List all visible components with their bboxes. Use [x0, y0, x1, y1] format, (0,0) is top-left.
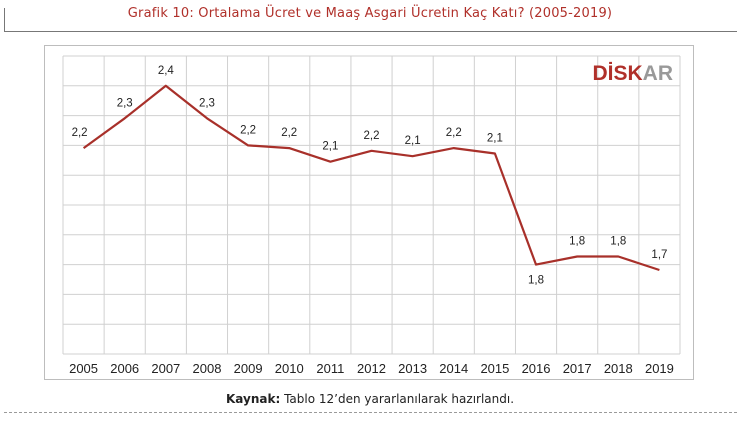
gridlines — [62, 55, 681, 355]
title-underline — [4, 31, 737, 32]
x-tick-label: 2019 — [645, 361, 674, 376]
x-tick-label: 2006 — [110, 361, 139, 376]
x-tick-label: 2008 — [193, 361, 222, 376]
logo-text-primary: DİSK — [592, 62, 642, 85]
data-label: 2,3 — [199, 97, 215, 109]
data-label: 1,7 — [651, 249, 667, 261]
x-tick-label: 2011 — [316, 361, 344, 376]
data-label: 2,2 — [364, 130, 380, 142]
x-tick-label: 2014 — [439, 361, 468, 376]
data-label: 2,2 — [281, 127, 297, 139]
logo-text-secondary: AR — [643, 62, 673, 85]
data-label: 2,2 — [446, 127, 462, 139]
data-label: 2,2 — [72, 127, 88, 139]
data-label: 1,8 — [610, 235, 626, 247]
data-label: 2,3 — [117, 97, 133, 109]
x-tick-label: 2015 — [480, 361, 509, 376]
data-label: 2,1 — [487, 133, 503, 145]
data-label: 2,2 — [240, 124, 256, 136]
series-layer — [82, 84, 660, 272]
chart-title: Grafik 10: Ortalama Ücret ve Maaş Asgari… — [127, 6, 613, 21]
series-line — [82, 84, 660, 272]
source-label: Kaynak: — [225, 392, 281, 406]
data-label: 2,4 — [158, 65, 175, 77]
x-axis-ticks: 2005 2006 2007 2008 2009 2010 2011 2012 2013 2014… — [69, 361, 674, 376]
data-label: 2,1 — [405, 135, 421, 147]
x-tick-label: 2017 — [563, 361, 592, 376]
x-tick-label: 2016 — [522, 361, 551, 376]
line-chart: DİSKAR 2,2 2,3 2,4 2,3 2,2 2,2 2,1 2,2 2,1 2,2 2,1… — [62, 55, 681, 376]
svg-text:DİSKAR: DİSKAR — [592, 62, 673, 85]
bottom-divider — [4, 412, 737, 413]
chart-frame: DİSKAR 2,2 2,3 2,4 2,3 2,2 2,2 2,1 2,2 2,1 2,2 2,1… — [44, 45, 694, 380]
source-text: Tablo 12’den yararlanılarak hazırlandı. — [280, 392, 515, 406]
diskar-logo: DİSKAR — [592, 62, 673, 85]
source-note: Kaynak: Tablo 12’den yararlanılarak hazı… — [0, 392, 740, 406]
data-label: 1,8 — [528, 275, 544, 287]
x-tick-label: 2012 — [357, 361, 386, 376]
x-tick-label: 2007 — [151, 361, 180, 376]
data-label: 2,1 — [322, 141, 338, 153]
data-labels: 2,2 2,3 2,4 2,3 2,2 2,2 2,1 2,2 2,1 2,2 2,1 1,8 1,8 1… — [72, 65, 668, 287]
x-tick-label: 2005 — [69, 361, 98, 376]
x-tick-label: 2009 — [234, 361, 263, 376]
data-label: 1,8 — [569, 235, 585, 247]
title-left-rule — [4, 8, 5, 32]
x-tick-label: 2013 — [398, 361, 427, 376]
x-tick-label: 2010 — [275, 361, 304, 376]
x-tick-label: 2018 — [604, 361, 633, 376]
